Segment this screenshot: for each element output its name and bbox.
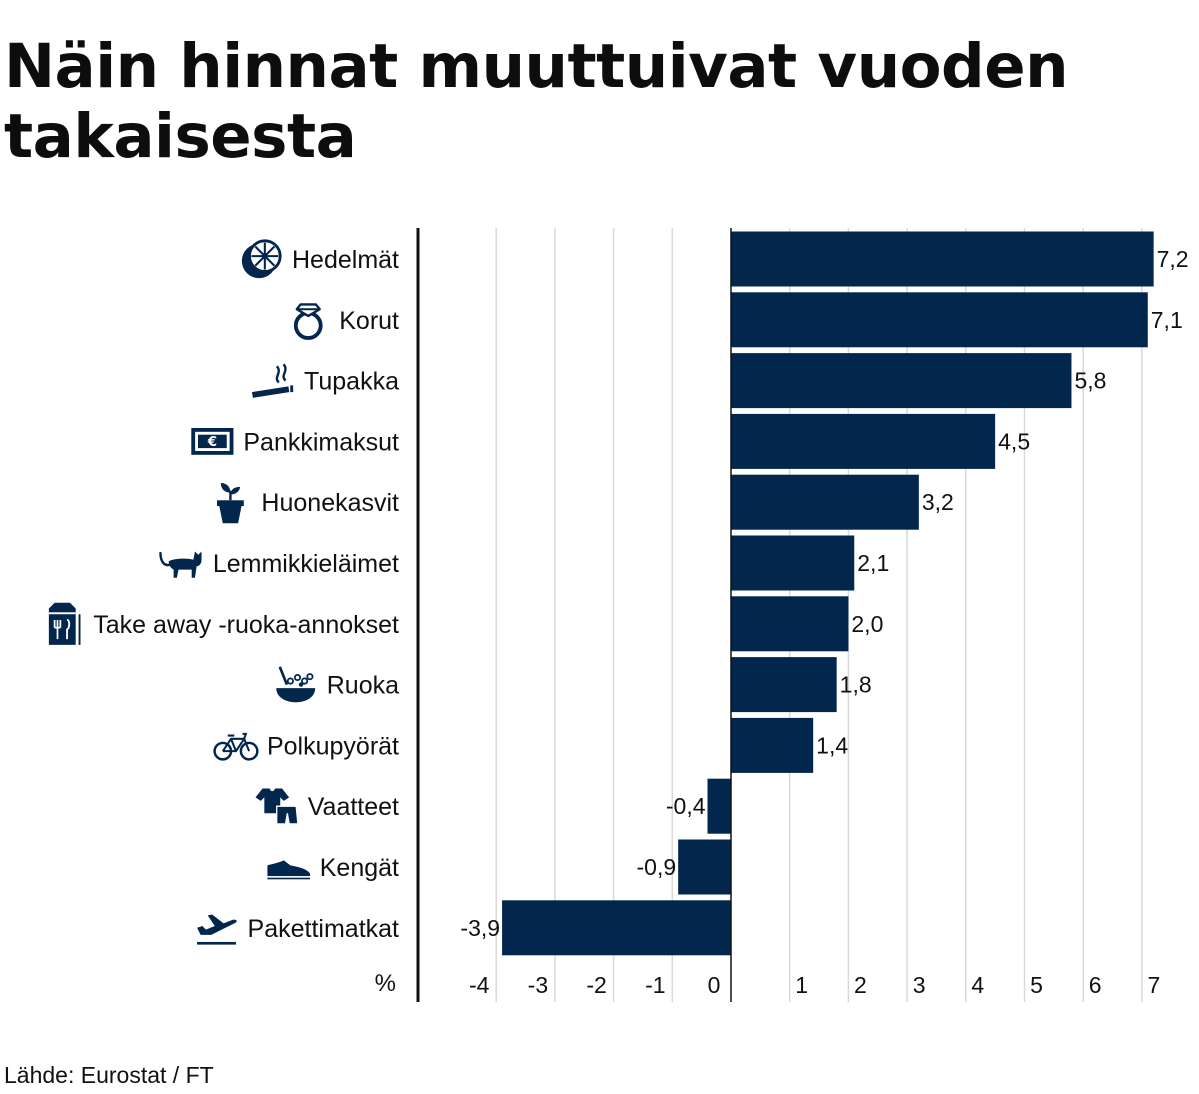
category-label: Ruoka xyxy=(327,672,399,700)
airplane-icon xyxy=(197,914,237,945)
bar xyxy=(678,839,731,895)
data-label: 5,8 xyxy=(1074,368,1106,394)
tick-label: 0 xyxy=(708,972,721,998)
bar xyxy=(731,413,996,469)
tick-label: 5 xyxy=(1030,972,1043,998)
food-bowl-icon xyxy=(274,665,317,704)
category-label: Polkupyörät xyxy=(267,732,399,760)
shoe-icon xyxy=(267,860,311,880)
data-label: 7,2 xyxy=(1157,246,1189,272)
cat-icon xyxy=(158,549,204,580)
tick-label: 7 xyxy=(1148,972,1161,998)
category-label: Pankkimaksut xyxy=(243,428,399,456)
category-label: Pakettimatkat xyxy=(248,915,400,943)
category-label: Hedelmät xyxy=(292,246,399,274)
bar xyxy=(731,535,855,591)
category-label: Vaatteet xyxy=(308,793,399,821)
tick-label: 1 xyxy=(795,972,808,998)
tick-label: 6 xyxy=(1089,972,1102,998)
category-label: Huonekasvit xyxy=(261,489,399,517)
bar xyxy=(731,717,814,773)
category-label: Take away -ruoka-annokset xyxy=(93,611,399,639)
data-label: -3,9 xyxy=(460,915,500,941)
bar xyxy=(731,657,837,713)
tick-label: -3 xyxy=(528,972,548,998)
cigarette-icon xyxy=(250,363,295,400)
clothes-icon xyxy=(254,787,299,825)
bar xyxy=(731,353,1072,409)
bar xyxy=(707,778,731,834)
tick-label: -1 xyxy=(645,972,665,998)
category-label: Tupakka xyxy=(304,368,399,396)
tick-label: -4 xyxy=(469,972,490,998)
ring-icon xyxy=(293,302,323,340)
source-note: Lähde: Eurostat / FT xyxy=(4,1062,214,1088)
data-label: 1,4 xyxy=(816,732,848,758)
bar xyxy=(731,292,1148,348)
data-label: 2,1 xyxy=(857,550,889,576)
banknote-icon xyxy=(191,427,234,455)
bar xyxy=(731,596,849,652)
bicycle-icon xyxy=(212,732,259,762)
bars-group xyxy=(502,231,1154,956)
tick-label: 2 xyxy=(854,972,867,998)
data-label: 1,8 xyxy=(840,672,872,698)
tick-label: -2 xyxy=(586,972,606,998)
tick-label: 4 xyxy=(971,972,984,998)
bar xyxy=(502,900,731,956)
category-labels-group: Hedelmät Korut Tupakka Pankkimaksut Huonekas… xyxy=(47,239,400,945)
tick-label: 3 xyxy=(913,972,926,998)
axis-unit-label: % xyxy=(375,970,396,997)
tick-labels-group: -4-3-2-1012345678 xyxy=(469,972,1161,998)
data-label: -0,9 xyxy=(637,854,677,880)
data-label: 4,5 xyxy=(998,428,1030,454)
data-label: -0,4 xyxy=(666,793,706,819)
chart-title: Näin hinnat muuttuivat vuoden takaisesta xyxy=(4,31,1069,172)
bar xyxy=(731,231,1154,287)
data-label: 2,0 xyxy=(851,611,883,637)
data-label: 3,2 xyxy=(922,489,954,515)
orange-icon xyxy=(240,239,282,280)
category-label: Lemmikkieläimet xyxy=(213,550,399,578)
takeaway-bag-icon xyxy=(47,601,81,647)
data-label: 7,1 xyxy=(1151,307,1183,333)
plant-icon xyxy=(215,481,246,525)
bar xyxy=(731,474,919,530)
category-label: Korut xyxy=(339,307,399,335)
category-label: Kengät xyxy=(320,854,399,882)
value-labels-group: 7,2 7,1 5,8 4,5 3,2 2,1 2,0 1,8 1,4 -0,4 -0,9 -3,9 xyxy=(460,246,1188,941)
